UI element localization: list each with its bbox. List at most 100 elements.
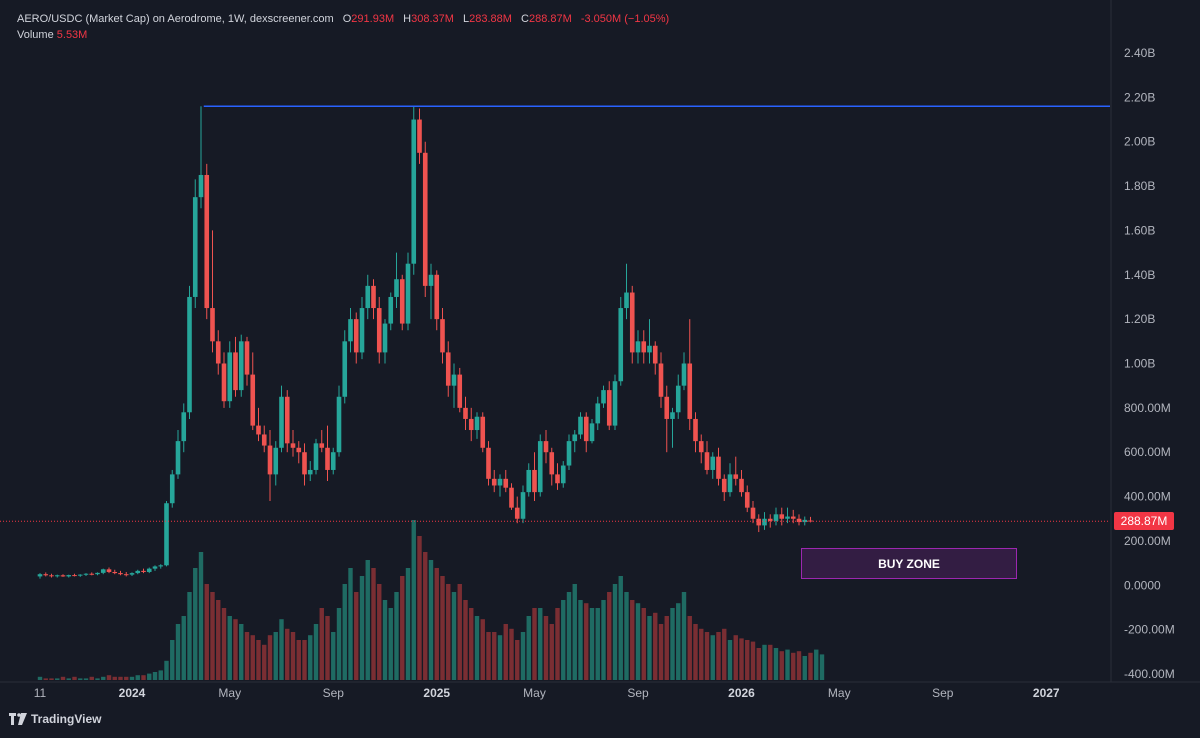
candle[interactable] — [509, 483, 514, 510]
candle[interactable] — [233, 336, 238, 397]
candle[interactable] — [733, 456, 739, 486]
candle[interactable] — [325, 425, 330, 482]
candle[interactable] — [112, 569, 118, 575]
candle[interactable] — [773, 507, 779, 526]
candle[interactable] — [520, 485, 526, 524]
candle[interactable] — [716, 447, 721, 486]
candle[interactable] — [158, 564, 164, 569]
buy-zone-box[interactable]: BUY ZONE — [801, 548, 1017, 579]
candle[interactable] — [296, 441, 302, 464]
candle[interactable] — [284, 390, 290, 453]
candle[interactable] — [750, 501, 756, 524]
candle[interactable] — [49, 573, 54, 578]
candle[interactable] — [376, 296, 382, 364]
candle[interactable] — [100, 568, 106, 575]
candle[interactable] — [756, 514, 762, 533]
candle[interactable] — [543, 430, 549, 464]
candle[interactable] — [601, 385, 606, 408]
candle[interactable] — [336, 385, 342, 457]
candle[interactable] — [727, 463, 733, 497]
candle[interactable] — [779, 507, 785, 526]
candle[interactable] — [526, 463, 532, 497]
candle[interactable] — [474, 412, 480, 439]
candle[interactable] — [434, 270, 440, 331]
candle[interactable] — [273, 441, 279, 486]
candle[interactable] — [468, 407, 474, 442]
candle[interactable] — [302, 443, 307, 486]
candle[interactable] — [348, 308, 353, 353]
candle[interactable] — [238, 334, 244, 397]
candle[interactable] — [60, 574, 66, 577]
candle[interactable] — [647, 319, 652, 364]
candle[interactable] — [624, 263, 629, 320]
candle[interactable] — [66, 574, 72, 578]
candle[interactable] — [417, 108, 422, 164]
candle[interactable] — [313, 438, 319, 475]
candle[interactable] — [428, 263, 434, 320]
candle[interactable] — [37, 573, 43, 579]
candle[interactable] — [537, 434, 543, 497]
candle[interactable] — [72, 573, 77, 577]
candle[interactable] — [503, 469, 509, 493]
candle[interactable] — [129, 572, 135, 576]
candle[interactable] — [399, 274, 405, 331]
candle[interactable] — [210, 230, 215, 353]
candle[interactable] — [486, 441, 491, 486]
candle[interactable] — [612, 374, 618, 431]
candle[interactable] — [595, 396, 601, 431]
candle[interactable] — [635, 330, 641, 364]
candle[interactable] — [330, 447, 336, 475]
candle[interactable] — [169, 469, 175, 508]
candle[interactable] — [135, 569, 141, 575]
candle[interactable] — [141, 568, 146, 574]
candle[interactable] — [95, 572, 100, 576]
candle[interactable] — [578, 412, 583, 439]
candle[interactable] — [641, 330, 647, 364]
candle[interactable] — [187, 285, 192, 419]
candle[interactable] — [192, 179, 198, 309]
candle[interactable] — [54, 574, 60, 578]
candle[interactable] — [670, 407, 675, 448]
candle[interactable] — [629, 285, 635, 364]
candle[interactable] — [227, 341, 233, 408]
candle[interactable] — [371, 279, 376, 320]
candle[interactable] — [388, 292, 394, 331]
candle[interactable] — [687, 319, 693, 431]
candle[interactable] — [261, 425, 267, 453]
candle[interactable] — [244, 336, 250, 386]
candle[interactable] — [353, 312, 359, 364]
candle[interactable] — [658, 352, 664, 408]
candle[interactable] — [256, 407, 261, 442]
candle[interactable] — [118, 570, 123, 576]
candle[interactable] — [394, 252, 399, 309]
candle[interactable] — [267, 430, 273, 502]
candle[interactable] — [721, 474, 727, 502]
candle[interactable] — [790, 509, 796, 524]
candle[interactable] — [215, 330, 221, 375]
candle[interactable] — [43, 572, 49, 577]
candle[interactable] — [106, 567, 112, 574]
candle[interactable] — [566, 434, 572, 470]
candle[interactable] — [491, 469, 497, 493]
candle[interactable] — [198, 106, 204, 209]
candle[interactable] — [146, 567, 152, 574]
candle[interactable] — [480, 412, 486, 453]
candle[interactable] — [411, 106, 417, 275]
candle[interactable] — [204, 163, 210, 320]
candle[interactable] — [606, 381, 612, 431]
candle[interactable] — [319, 430, 325, 453]
candle[interactable] — [589, 418, 595, 444]
candle[interactable] — [422, 141, 428, 297]
candle[interactable] — [744, 485, 750, 513]
candle[interactable] — [359, 296, 365, 360]
candle[interactable] — [618, 296, 624, 386]
candle[interactable] — [497, 474, 503, 497]
candle[interactable] — [342, 330, 348, 404]
candle[interactable] — [560, 461, 566, 488]
candle[interactable] — [440, 308, 445, 364]
candle[interactable] — [463, 396, 468, 431]
candle[interactable] — [693, 412, 698, 453]
candle[interactable] — [767, 514, 773, 528]
candle[interactable] — [762, 512, 767, 530]
